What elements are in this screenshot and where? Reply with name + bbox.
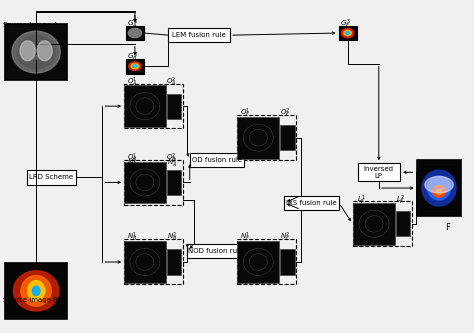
Text: Source image A: Source image A (3, 22, 58, 28)
Text: LRD Scheme: LRD Scheme (29, 174, 73, 180)
Polygon shape (17, 36, 55, 69)
Bar (353, 203, 395, 245)
Bar (126, 26, 144, 41)
Polygon shape (422, 170, 456, 206)
Text: $O^1_F$: $O^1_F$ (240, 107, 251, 120)
Text: $O^2_B$: $O^2_B$ (166, 152, 177, 165)
Bar (124, 239, 182, 284)
Bar (124, 84, 182, 128)
Text: $L^2_F$: $L^2_F$ (396, 194, 405, 207)
Text: LEM fusion rule: LEM fusion rule (173, 32, 226, 38)
Bar (167, 249, 181, 275)
Bar (187, 244, 244, 258)
Text: $O^1_A$: $O^1_A$ (127, 75, 137, 89)
Bar (417, 160, 462, 216)
Polygon shape (21, 275, 51, 306)
Polygon shape (428, 176, 450, 200)
Bar (124, 85, 165, 127)
Text: $N^1_A$: $N^1_A$ (127, 157, 137, 170)
Text: $O^2_F$: $O^2_F$ (280, 107, 291, 120)
Bar (237, 115, 296, 160)
Bar (27, 170, 76, 185)
Bar (124, 160, 182, 205)
Bar (281, 249, 295, 275)
Bar (124, 162, 165, 203)
Text: $N^2_A$: $N^2_A$ (166, 157, 177, 170)
Text: $L^1_F$: $L^1_F$ (357, 194, 366, 207)
Text: $G^3_A$: $G^3_A$ (128, 17, 138, 31)
Text: OD fusion rule: OD fusion rule (192, 157, 242, 163)
Bar (281, 125, 295, 150)
Bar (237, 241, 279, 283)
Text: $O^2_A$: $O^2_A$ (166, 75, 177, 89)
Polygon shape (425, 176, 453, 193)
Bar (168, 28, 230, 42)
Bar (237, 239, 296, 284)
Polygon shape (20, 41, 35, 61)
Bar (5, 24, 67, 80)
Bar (124, 241, 165, 283)
Text: $N^2_B$: $N^2_B$ (166, 231, 177, 244)
Polygon shape (436, 189, 442, 195)
Text: F: F (445, 223, 450, 232)
Polygon shape (13, 271, 59, 311)
Bar (167, 170, 181, 195)
Text: $N^1_B$: $N^1_B$ (127, 231, 137, 244)
Text: Source image B: Source image B (3, 297, 58, 303)
Polygon shape (341, 28, 354, 38)
Bar (396, 211, 410, 236)
Bar (237, 117, 279, 159)
Text: $G^3_F$: $G^3_F$ (340, 17, 351, 31)
Bar (190, 153, 244, 166)
Polygon shape (27, 281, 45, 301)
Polygon shape (133, 65, 137, 68)
Text: $N^2_F$: $N^2_F$ (280, 231, 291, 244)
Bar (357, 163, 400, 181)
Bar (5, 263, 67, 319)
Text: $N^1_F$: $N^1_F$ (240, 231, 251, 244)
Bar (167, 94, 181, 119)
Polygon shape (37, 41, 52, 61)
Bar (284, 196, 338, 209)
Polygon shape (128, 28, 142, 38)
Polygon shape (32, 286, 40, 295)
Text: IRS fusion rule: IRS fusion rule (286, 200, 337, 206)
Polygon shape (432, 185, 446, 197)
Bar (353, 201, 412, 246)
Polygon shape (344, 30, 351, 36)
Polygon shape (346, 32, 349, 34)
Polygon shape (12, 31, 60, 73)
Polygon shape (131, 64, 139, 69)
Polygon shape (129, 62, 141, 71)
Bar (338, 26, 356, 41)
Text: NOD fusion rule: NOD fusion rule (188, 248, 244, 254)
Text: Inversed
LP: Inversed LP (364, 166, 394, 179)
Bar (126, 59, 144, 74)
Text: $O^1_B$: $O^1_B$ (127, 152, 137, 165)
Text: $G^3_B$: $G^3_B$ (128, 50, 138, 64)
